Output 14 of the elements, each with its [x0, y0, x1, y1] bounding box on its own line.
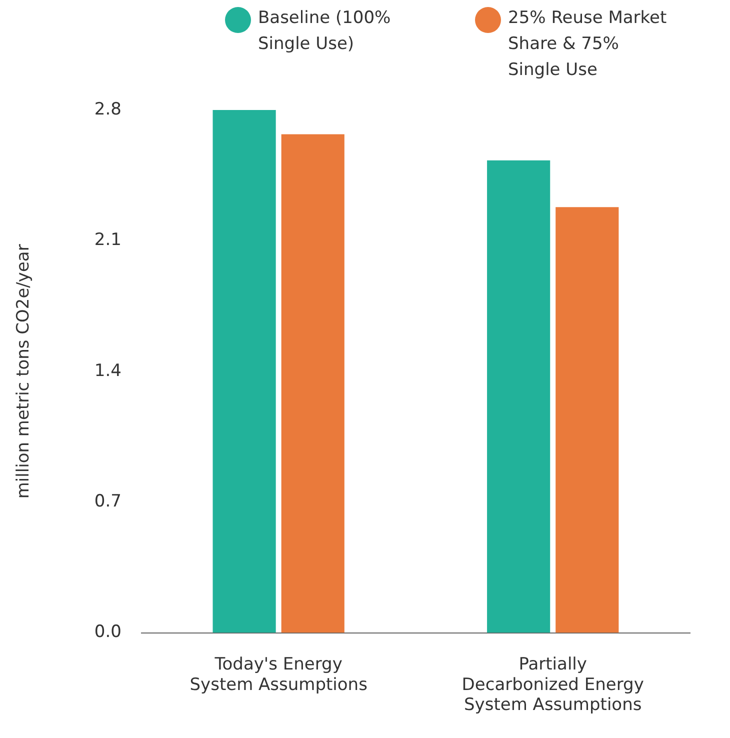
bar [487, 160, 550, 633]
bar [556, 207, 619, 633]
y-tick-label: 0.0 [94, 622, 122, 642]
bar [212, 110, 276, 633]
x-tick-label: Today's Energy System Assumptions [190, 654, 368, 695]
legend-label: 25% Reuse Market Share & 75% Single Use [508, 8, 667, 80]
y-tick-label: 1.4 [94, 360, 122, 381]
bar [281, 134, 344, 633]
y-tick-label: 2.1 [94, 230, 122, 250]
legend-label: Baseline (100% Single Use) [258, 8, 391, 54]
y-tick-label: 2.8 [94, 99, 122, 120]
x-tick-label: Partially Decarbonized Energy System Assumptions [462, 654, 644, 716]
y-axis-title: million metric tons CO2e/year [14, 244, 34, 499]
y-tick-label: 0.7 [94, 492, 122, 512]
